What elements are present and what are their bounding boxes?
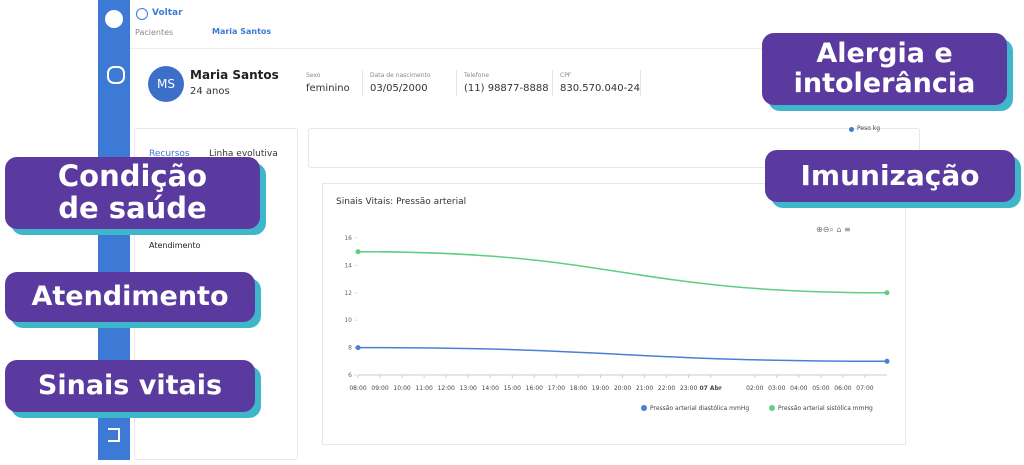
- badge-line: intolerância: [793, 68, 976, 99]
- menu-item[interactable]: Atendimento: [149, 241, 201, 250]
- x-tick-label: 23:00: [680, 385, 697, 392]
- y-tick-label: 8: [348, 345, 352, 352]
- series-line: [357, 346, 888, 363]
- x-tick-label: 02:00: [746, 385, 763, 392]
- x-tick-label: 05:00: [812, 385, 829, 392]
- point: [355, 345, 361, 351]
- back-link[interactable]: Voltar: [152, 8, 183, 18]
- logo[interactable]: [105, 10, 123, 28]
- avatar: MS: [148, 66, 184, 102]
- x-tick-label: 10:00: [393, 385, 410, 392]
- x-tick-label: 07 Abr: [699, 385, 721, 392]
- callout-badge: Condição de saúde: [5, 157, 260, 229]
- point: [355, 249, 361, 255]
- tab[interactable]: Recursos: [149, 149, 190, 159]
- legend-dot: [849, 127, 854, 132]
- x-tick-label: 16:00: [526, 385, 543, 392]
- x-tick-label: 06:00: [834, 385, 851, 392]
- point: [884, 358, 890, 364]
- x-tick-label: 03:00: [768, 385, 785, 392]
- patient-age: 24 anos: [190, 86, 230, 97]
- x-tick-label: 18:00: [570, 385, 587, 392]
- patient-name: Maria Santos: [190, 68, 279, 82]
- breadcrumb: Maria Santos: [212, 27, 272, 36]
- legend-label: Pressão arterial diastólica mmHg: [650, 405, 749, 412]
- toolbar[interactable]: ⊕⊖⌕ ⌂ ≡: [816, 225, 851, 234]
- y-tick-label: 12: [344, 290, 352, 297]
- field-label: Sexo: [306, 72, 321, 79]
- field-label: Telefone: [464, 72, 489, 79]
- user-icon[interactable]: [107, 66, 125, 84]
- x-tick-label: 07:00: [856, 385, 873, 392]
- chart-title: Sinais Vitais: Pressão arterial: [336, 197, 466, 207]
- x-tick-label: 19:00: [592, 385, 609, 392]
- svg-text:⊕⊖⌕ ⌂ ≡: ⊕⊖⌕ ⌂ ≡: [816, 225, 851, 234]
- y-tick-label: 10: [344, 317, 352, 324]
- chart: Sinais Vitais: Pressão arterial ⊕⊖⌕ ⌂ ≡ …: [322, 183, 906, 445]
- badge-line: Condição: [57, 159, 208, 194]
- field-label: CPF: [560, 72, 572, 79]
- callout-badge: Sinais vitais: [5, 360, 255, 412]
- breadcrumb[interactable]: Pacientes: [135, 28, 174, 37]
- field-divider: [456, 70, 457, 96]
- badge-line: Atendimento: [31, 281, 229, 313]
- field-divider: [362, 70, 363, 96]
- y-tick-label: 14: [344, 262, 352, 269]
- badge-line: de saúde: [58, 191, 207, 225]
- x-tick-label: 11:00: [415, 385, 432, 392]
- x-tick-label: 04:00: [790, 385, 807, 392]
- x-tick-label: 17:00: [548, 385, 565, 392]
- callout-badge: Atendimento: [5, 272, 255, 322]
- legend-marker: [769, 405, 775, 411]
- field-divider: [640, 70, 641, 96]
- x-tick-label: 15:00: [504, 385, 521, 392]
- y-tick-label: 16: [344, 235, 352, 242]
- legend-label: Peso kg: [857, 125, 881, 132]
- legend-label: Pressão arterial sistólica mmHg: [778, 405, 873, 412]
- y-tick-label: 6: [348, 372, 352, 379]
- legend-marker: [641, 405, 647, 411]
- callout-badge: Alergia e intolerância: [762, 33, 1007, 105]
- callout-badge: Imunização: [765, 150, 1015, 202]
- chart-card: [322, 183, 906, 445]
- x-tick-label: 22:00: [658, 385, 675, 392]
- x-tick-label: 08:00: [349, 385, 366, 392]
- field-value: 03/05/2000: [370, 83, 428, 94]
- point: [884, 290, 890, 296]
- back-icon[interactable]: [136, 8, 148, 20]
- field-value: feminino: [306, 83, 350, 94]
- x-tick-label: 20:00: [614, 385, 631, 392]
- field-divider: [552, 70, 553, 96]
- badge-line: Imunização: [800, 158, 980, 192]
- badge-line: Alergia e: [816, 38, 953, 70]
- field-value: (11) 98877-8888: [464, 83, 549, 94]
- badge-line: Sinais vitais: [37, 370, 223, 402]
- series-line: [357, 250, 888, 294]
- field-value: 830.570.040-24: [560, 83, 640, 94]
- field-label: Data de nascimento: [370, 72, 431, 79]
- x-tick-label: 14:00: [482, 385, 499, 392]
- divider: [130, 48, 920, 49]
- x-tick-label: 09:00: [371, 385, 388, 392]
- x-tick-label: 21:00: [636, 385, 653, 392]
- x-tick-label: 12:00: [438, 385, 455, 392]
- tab[interactable]: Linha evolutiva: [209, 149, 278, 159]
- logout-icon[interactable]: [108, 428, 120, 442]
- x-tick-label: 13:00: [460, 385, 477, 392]
